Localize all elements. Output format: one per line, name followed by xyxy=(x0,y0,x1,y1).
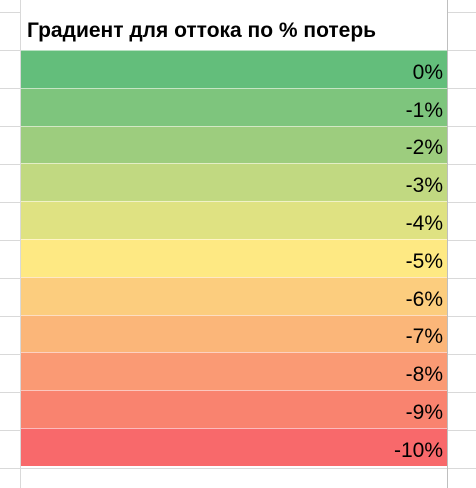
cell-value: -8% xyxy=(405,363,443,387)
gradient-cell[interactable]: 0% xyxy=(21,50,447,88)
cell-value: -7% xyxy=(405,325,443,349)
cell-value: -6% xyxy=(405,287,443,311)
gradient-cell[interactable]: -4% xyxy=(21,201,447,239)
gradient-cell[interactable]: -7% xyxy=(21,314,447,353)
gridline xyxy=(0,468,476,469)
gradient-cell[interactable]: -6% xyxy=(21,276,447,315)
gradient-cell[interactable]: -8% xyxy=(21,352,447,391)
cell-value: -9% xyxy=(405,400,443,424)
gradient-table: Градиент для оттока по % потерь 0% -1% -2%… xyxy=(21,12,447,466)
gridline xyxy=(20,0,21,488)
gradient-cell[interactable]: -5% xyxy=(21,238,447,277)
cell-value: -1% xyxy=(405,98,443,122)
gradient-cell[interactable]: -10% xyxy=(21,427,447,466)
header-text: Градиент для оттока по % потерь xyxy=(27,19,377,42)
cell-value: -5% xyxy=(405,249,443,273)
cell-value: 0% xyxy=(412,60,443,84)
cell-value: -2% xyxy=(405,136,443,160)
gradient-rows: 0% -1% -2% -3% -4% -5% -6% -7% -8% -9% -10% xyxy=(21,50,447,466)
gradient-cell[interactable]: -1% xyxy=(21,87,447,126)
column-border xyxy=(447,0,448,488)
cell-value: -4% xyxy=(405,211,443,235)
gradient-cell[interactable]: -9% xyxy=(21,390,447,428)
gradient-cell[interactable]: -2% xyxy=(21,125,447,164)
header-cell[interactable]: Градиент для оттока по % потерь xyxy=(21,12,447,50)
cell-value: -10% xyxy=(393,438,443,462)
cell-value: -3% xyxy=(405,174,443,198)
gradient-cell[interactable]: -3% xyxy=(21,163,447,202)
